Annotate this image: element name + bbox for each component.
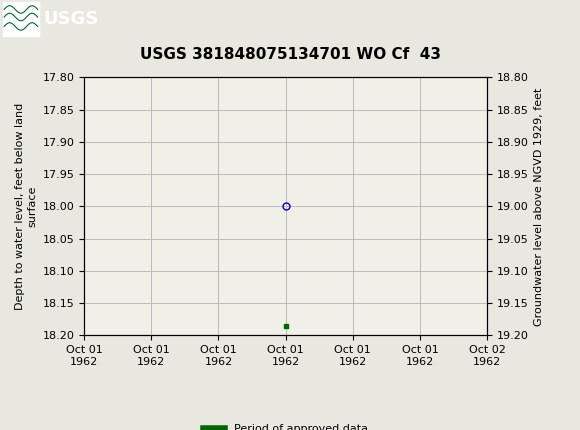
Text: USGS: USGS [44, 10, 99, 28]
Text: USGS 381848075134701 WO Cf  43: USGS 381848075134701 WO Cf 43 [140, 47, 440, 62]
Legend: Period of approved data: Period of approved data [198, 419, 372, 430]
Bar [3, 2, 39, 36]
Y-axis label: Groundwater level above NGVD 1929, feet: Groundwater level above NGVD 1929, feet [534, 87, 545, 326]
Y-axis label: Depth to water level, feet below land
surface: Depth to water level, feet below land su… [15, 103, 37, 310]
